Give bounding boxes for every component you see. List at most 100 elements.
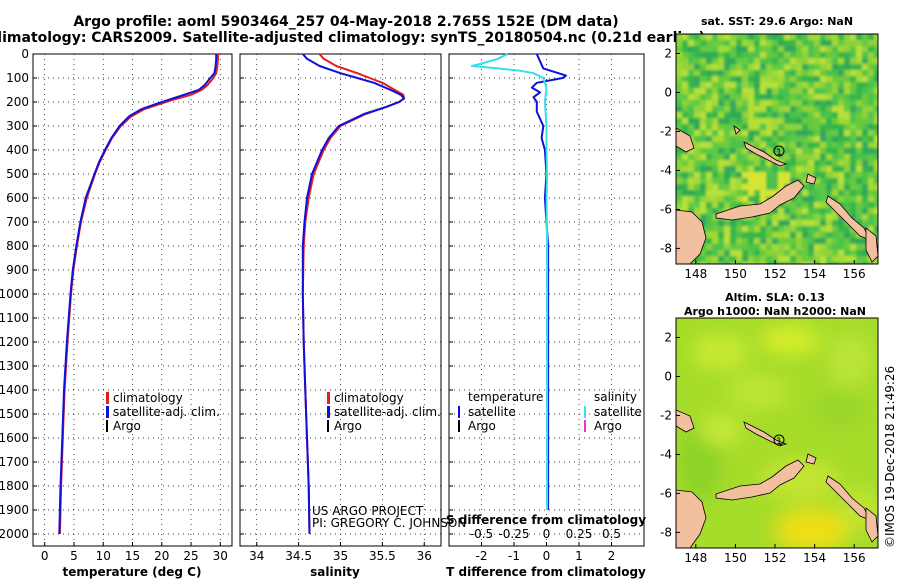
sst-cell — [850, 148, 856, 154]
sst-cell — [736, 40, 742, 46]
sst-cell — [850, 214, 856, 220]
sst-cell — [694, 124, 700, 130]
diff-legend-s-satellite-swatch — [584, 406, 586, 418]
sst-cell — [838, 100, 844, 106]
sst-cell — [850, 52, 856, 58]
sst-cell — [838, 94, 844, 100]
sst-cell — [694, 118, 700, 124]
sst-cell — [814, 214, 820, 220]
sst-map-frame — [675, 33, 879, 265]
sst-cell — [736, 166, 742, 172]
sst-cell — [808, 238, 814, 244]
salinity-diff-tick-label: 0 — [543, 527, 551, 541]
sst-cell — [808, 256, 814, 262]
sst-cell — [700, 160, 706, 166]
project-annotation-line2: PI: GREGORY C. JOHNSON — [312, 516, 466, 530]
sst-cell — [868, 46, 874, 52]
sst-cell — [712, 94, 718, 100]
sst-cell — [832, 40, 838, 46]
sst-cell — [790, 100, 796, 106]
sst-cell — [772, 154, 778, 160]
sst-cell — [706, 70, 712, 76]
sst-cell — [760, 100, 766, 106]
sst-cell — [796, 202, 802, 208]
sst-cell — [802, 136, 808, 142]
sst-cell — [748, 118, 754, 124]
sst-cell — [868, 226, 874, 232]
sst-cell — [748, 46, 754, 52]
sst-cell — [706, 46, 712, 52]
sst-cell — [868, 124, 874, 130]
sst-cell — [748, 64, 754, 70]
sst-cell — [814, 40, 820, 46]
sst-cell — [730, 76, 736, 82]
sst-cell — [706, 100, 712, 106]
sst-cell — [730, 100, 736, 106]
sst-cell — [766, 130, 772, 136]
sst-cell — [766, 40, 772, 46]
sst-cell — [850, 208, 856, 214]
sst-cell — [694, 136, 700, 142]
sst-cell — [694, 88, 700, 94]
sst-cell — [730, 232, 736, 238]
sst-cell — [814, 172, 820, 178]
sst-cell — [712, 208, 718, 214]
sst-cell — [826, 82, 832, 88]
salinity-difference-tick-labels: -0.5 -0.25 0 0.25 0.5 — [470, 527, 621, 541]
sst-cell — [736, 226, 742, 232]
salinity-legend: climatology satellite-adj. clim. Argo — [327, 391, 441, 433]
sst-cell — [838, 64, 844, 70]
sst-cell — [778, 250, 784, 256]
sst-cell — [868, 94, 874, 100]
sst-cell — [760, 76, 766, 82]
sst-cell — [748, 154, 754, 160]
sst-cell — [754, 232, 760, 238]
map-lon-label: 150 — [724, 267, 747, 281]
sst-cell — [766, 106, 772, 112]
sst-cell — [802, 196, 808, 202]
sst-cell — [766, 136, 772, 142]
sst-cell — [736, 136, 742, 142]
sst-cell — [814, 160, 820, 166]
sst-cell — [688, 46, 694, 52]
sst-cell — [784, 244, 790, 250]
sst-cell — [862, 136, 868, 142]
sst-cell — [850, 106, 856, 112]
sst-cell — [796, 208, 802, 214]
sst-cell — [742, 64, 748, 70]
sst-cell — [820, 136, 826, 142]
sst-cell — [718, 196, 724, 202]
sst-cell — [742, 100, 748, 106]
sst-cell — [742, 184, 748, 190]
sst-cell — [832, 130, 838, 136]
sst-cell — [742, 130, 748, 136]
sst-cell — [868, 154, 874, 160]
sst-cell — [748, 256, 754, 262]
sst-cell — [808, 160, 814, 166]
sst-cell — [766, 244, 772, 250]
sst-cell — [814, 88, 820, 94]
sst-cell — [736, 70, 742, 76]
sst-cell — [784, 46, 790, 52]
sst-cell — [868, 208, 874, 214]
sst-cell — [820, 112, 826, 118]
sst-cell — [736, 142, 742, 148]
sst-cell — [772, 112, 778, 118]
sst-cell — [790, 52, 796, 58]
sst-cell — [856, 190, 862, 196]
sst-cell — [700, 148, 706, 154]
series-line-satellite-adj-clim- — [301, 53, 406, 535]
map-lat-label: -2 — [660, 124, 672, 138]
sst-cell — [850, 94, 856, 100]
sst-cell — [730, 136, 736, 142]
sst-cell — [838, 160, 844, 166]
depth-tick-1500: 1500 — [0, 407, 29, 421]
sst-cell — [676, 76, 682, 82]
sst-cell — [778, 46, 784, 52]
sst-cell — [688, 124, 694, 130]
sst-cell — [682, 178, 688, 184]
depth-tick-500: 500 — [6, 167, 29, 181]
diff-legend-t-satellite-swatch — [458, 406, 460, 418]
sst-cell — [820, 94, 826, 100]
sst-cell — [706, 52, 712, 58]
